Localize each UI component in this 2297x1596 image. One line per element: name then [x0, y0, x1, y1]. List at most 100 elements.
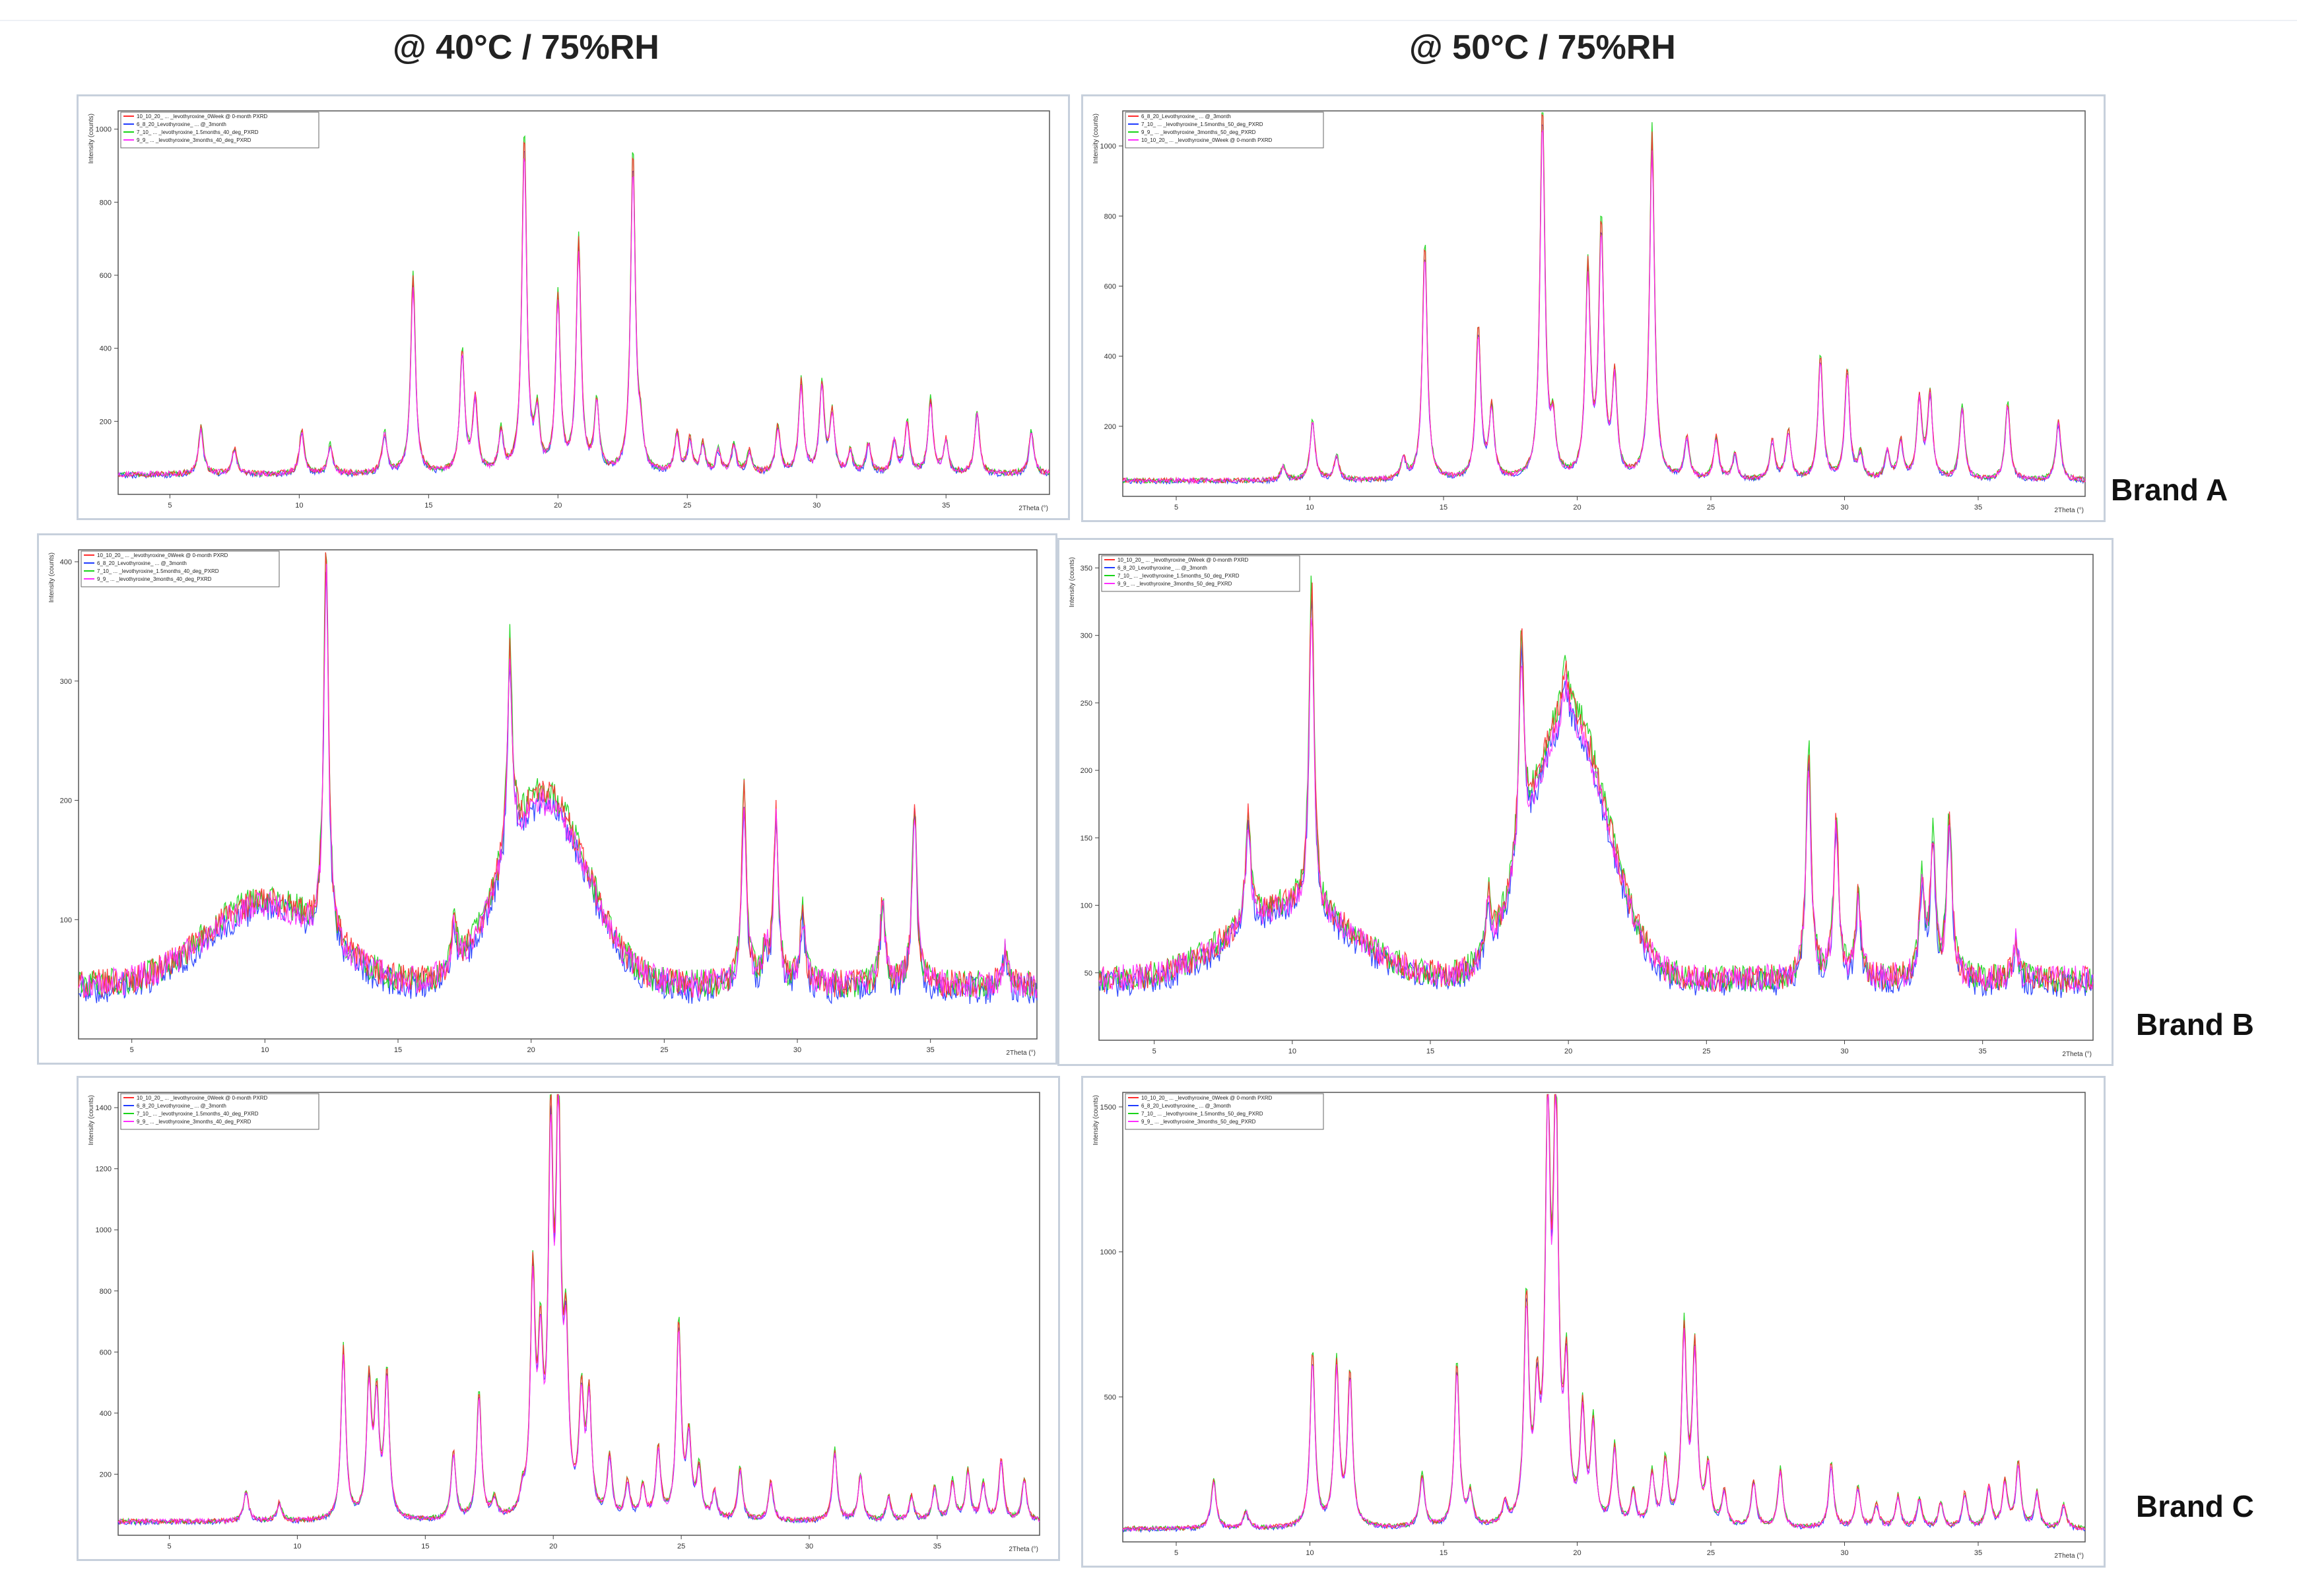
pxrd-chart-brand-b-40: 100 200 300 400 5 10 15 20 25 30 35 2Theta (°) Inten… [48, 549, 1038, 1057]
series-line-0 [78, 552, 1038, 999]
x-tick-label: 25 [1702, 1047, 1710, 1055]
legend-box [81, 550, 280, 587]
legend-box [120, 112, 319, 149]
series-line-3 [1122, 1094, 2086, 1532]
x-tick-label: 10 [1288, 1047, 1296, 1055]
y-tick-label: 400 [1104, 353, 1116, 361]
y-tick-label: 400 [60, 558, 72, 566]
legend-label: 10_10_20_ ... _levothyroxine_0Week @ 0-m… [1141, 137, 1273, 143]
legend-label: 6_8_20_Levothyroxine_ ... @_3month [137, 1103, 226, 1109]
x-tick-label: 35 [942, 502, 950, 510]
x-tick-label: 10 [295, 502, 303, 510]
x-tick-label: 15 [421, 1543, 429, 1550]
x-tick-label: 15 [1440, 504, 1448, 512]
y-tick-label: 1000 [96, 1226, 112, 1234]
legend-label: 7_10_ ... _levothyroxine_1.5months_50_de… [1141, 121, 1263, 127]
legend-label: 6_8_20_Levothyroxine_ ... @_3month [97, 560, 187, 566]
y-tick-label: 200 [1104, 423, 1116, 431]
top-divider [0, 20, 2297, 21]
chart-panel-brand-a-40: 200 400 600 800 1000 5 10 15 20 25 30 35 2Theta (°) I… [77, 94, 1070, 520]
x-tick-label: 5 [168, 502, 172, 510]
legend-box [1125, 1093, 1324, 1130]
x-tick-label: 25 [683, 502, 691, 510]
legend-label: 9_9_ ... _levothyroxine_3months_40_deg_P… [137, 137, 251, 143]
series-line-3 [1098, 617, 2094, 993]
x-tick-label: 30 [1840, 504, 1848, 512]
brand-label-a: Brand A [2111, 473, 2228, 507]
x-tick-label: 25 [1707, 1549, 1715, 1557]
y-tick-label: 200 [100, 418, 112, 426]
x-tick-label: 30 [1840, 1047, 1848, 1055]
series-line-1 [1098, 599, 2094, 998]
x-tick-label: 10 [1306, 504, 1314, 512]
legend: 10_10_20_ ... _levothyroxine_0Week @ 0-m… [1101, 555, 1300, 592]
y-tick-label: 200 [100, 1471, 112, 1479]
x-tick-label: 20 [549, 1543, 557, 1550]
pxrd-chart-brand-b-50: 50 100 150 200 250 300 350 5 10 15 20 25 30 35 2Theta … [1069, 554, 2094, 1058]
legend: 10_10_20_ ... _levothyroxine_0Week @ 0-m… [120, 1093, 319, 1130]
x-axis-label: 2Theta (°) [1006, 1049, 1036, 1057]
x-tick-label: 35 [1974, 1549, 1982, 1557]
legend-label: 6_8_20_Levothyroxine_ ... @_3month [1141, 1103, 1231, 1109]
y-tick-label: 600 [100, 272, 112, 280]
y-tick-label: 250 [1081, 700, 1092, 708]
x-tick-label: 15 [1440, 1549, 1448, 1557]
series-line-2 [78, 552, 1038, 999]
pxrd-chart-brand-a-40: 200 400 600 800 1000 5 10 15 20 25 30 35 2Theta (°) I… [88, 110, 1050, 512]
y-tick-label: 600 [100, 1348, 112, 1356]
legend-label: 7_10_ ... _levothyroxine_1.5months_50_de… [1117, 573, 1240, 579]
legend-box [1125, 112, 1324, 149]
y-tick-label: 1000 [1100, 143, 1116, 150]
plot-frame [78, 549, 1038, 1040]
x-tick-label: 25 [660, 1046, 668, 1054]
x-tick-label: 20 [1573, 504, 1581, 512]
x-tick-label: 25 [677, 1543, 685, 1550]
y-tick-label: 1500 [1100, 1104, 1116, 1112]
legend-box [1101, 555, 1300, 592]
y-tick-label: 300 [1081, 632, 1092, 640]
y-tick-label: 50 [1084, 970, 1092, 978]
x-tick-label: 15 [394, 1046, 402, 1054]
x-tick-label: 30 [813, 502, 820, 510]
legend-label: 6_8_20_Levothyroxine_ ... @_3month [1117, 565, 1207, 571]
y-tick-label: 400 [100, 1410, 112, 1418]
x-axis-label: 2Theta (°) [2054, 507, 2084, 514]
pxrd-chart-brand-a-50: 200 400 600 800 1000 5 10 15 20 25 30 35 2Theta (°) I… [1092, 110, 2086, 514]
column-title-40: @ 40°C / 75%RH [393, 28, 659, 67]
x-tick-label: 5 [1152, 1047, 1156, 1055]
x-tick-label: 10 [261, 1046, 269, 1054]
x-tick-label: 25 [1707, 504, 1715, 512]
y-tick-label: 200 [60, 797, 72, 805]
series-line-3 [117, 1094, 1040, 1525]
y-tick-label: 150 [1081, 834, 1092, 842]
y-axis-label: Intensity (counts) [1092, 1095, 1100, 1145]
x-axis-label: 2Theta (°) [2054, 1552, 2084, 1560]
x-tick-label: 20 [527, 1046, 535, 1054]
y-axis-label: Intensity (counts) [48, 552, 55, 603]
x-axis-label: 2Theta (°) [1009, 1546, 1038, 1553]
legend-label: 9_9_ ... _levothyroxine_3months_40_deg_P… [97, 576, 212, 582]
legend-label: 9_9_ ... _levothyroxine_3months_50_deg_P… [1141, 1119, 1256, 1125]
y-tick-label: 100 [60, 916, 72, 924]
y-tick-label: 100 [1081, 902, 1092, 910]
y-tick-label: 400 [100, 345, 112, 353]
plot-frame [117, 110, 1050, 495]
x-tick-label: 10 [293, 1543, 301, 1550]
chart-panel-brand-c-50: 500 1000 1500 5 10 15 20 25 30 35 2Theta (°) Intens… [1081, 1076, 2106, 1568]
x-tick-label: 20 [554, 502, 562, 510]
x-tick-label: 30 [793, 1046, 801, 1054]
pxrd-chart-brand-c-40: 200 400 600 800 1000 1200 1400 5 10 15 20 25 30 35 2Th… [88, 1092, 1040, 1553]
y-axis-label: Intensity (counts) [88, 114, 95, 164]
x-tick-label: 20 [1573, 1549, 1581, 1557]
chart-panel-brand-c-40: 200 400 600 800 1000 1200 1400 5 10 15 20 25 30 35 2Th… [77, 1076, 1060, 1561]
chart-panel-brand-a-50: 200 400 600 800 1000 5 10 15 20 25 30 35 2Theta (°) I… [1081, 94, 2106, 522]
y-tick-label: 200 [1081, 767, 1092, 775]
legend-box [120, 1093, 319, 1130]
legend-label: 10_10_20_ ... _levothyroxine_0Week @ 0-m… [137, 1095, 268, 1101]
y-axis-label: Intensity (counts) [1069, 557, 1076, 607]
x-tick-label: 5 [130, 1046, 134, 1054]
brand-label-c: Brand C [2136, 1489, 2254, 1523]
x-tick-label: 5 [167, 1543, 171, 1550]
legend-label: 10_10_20_ ... _levothyroxine_0Week @ 0-m… [1117, 557, 1249, 563]
y-tick-label: 300 [60, 678, 72, 686]
